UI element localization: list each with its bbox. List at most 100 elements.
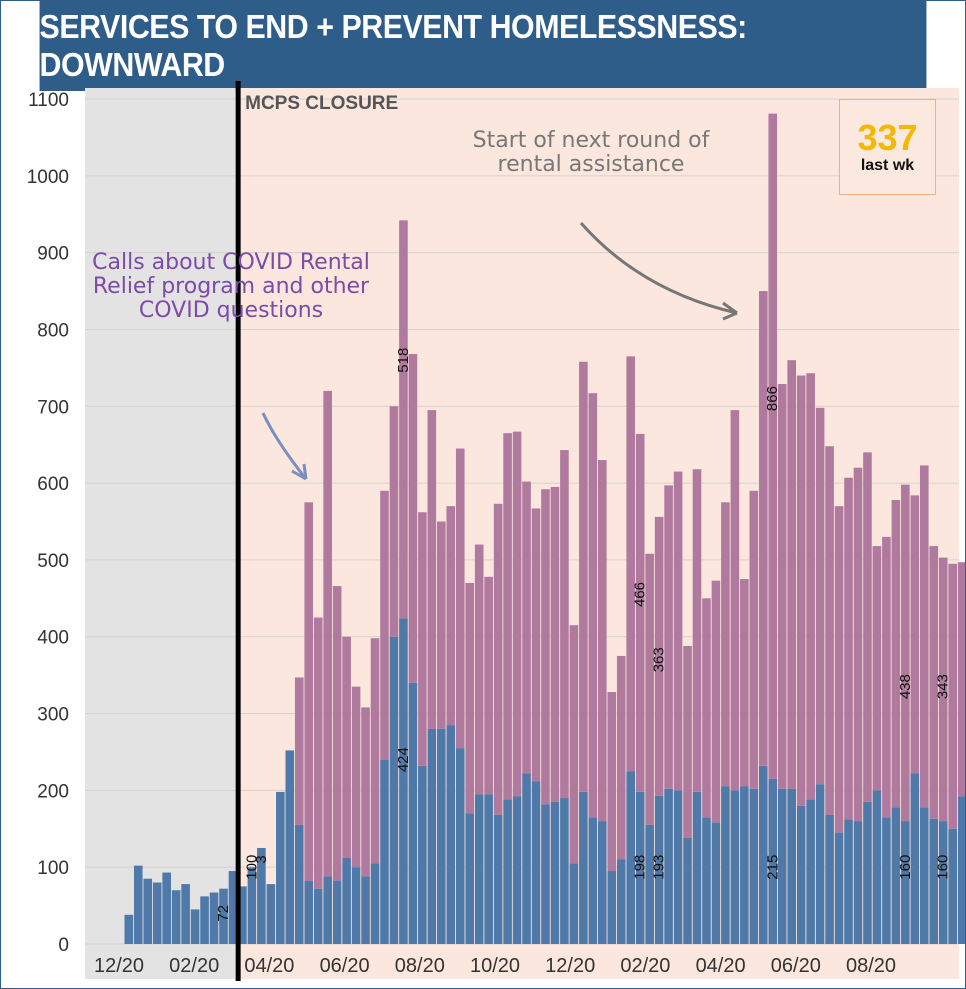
bar-bottom-series — [616, 859, 626, 944]
bar-top-series — [796, 375, 806, 806]
data-label-bottom: 137 — [963, 855, 965, 880]
bar-top-series — [938, 557, 948, 822]
bar-top-series — [569, 625, 579, 864]
bar-top-series — [910, 495, 920, 774]
data-label-top: 363 — [651, 647, 668, 672]
data-label-bottom: 72 — [215, 905, 232, 922]
bar-bottom-series — [219, 888, 228, 944]
data-label-bottom: 160 — [897, 855, 914, 880]
bar-bottom-series — [560, 798, 569, 944]
bar-bottom-series — [550, 801, 560, 944]
bar-bottom-series — [257, 847, 266, 944]
bar-top-series — [455, 448, 465, 749]
bar-top-series — [399, 220, 408, 619]
bar-top-series — [342, 636, 351, 858]
bar-top-series — [332, 586, 342, 882]
x-tick-label: 02/20 — [620, 955, 670, 977]
bar-bottom-series — [919, 807, 929, 944]
callout-value: 337 — [857, 117, 918, 158]
bar-bottom-series — [351, 867, 361, 944]
bar-bottom-series — [304, 881, 314, 944]
bar-top-series — [882, 536, 891, 818]
data-label-top: 438 — [897, 674, 914, 699]
data-label-top: 466 — [632, 582, 649, 607]
bar-top-series — [711, 580, 721, 823]
y-tick-label: 500 — [37, 551, 69, 572]
bar-bottom-series — [863, 801, 872, 944]
bar-top-series — [588, 393, 598, 818]
bar-bottom-series — [598, 821, 607, 944]
bar-bottom-series — [588, 817, 598, 944]
bar-bottom-series — [825, 814, 834, 944]
bar-bottom-series — [891, 807, 901, 944]
bar-bottom-series — [266, 884, 276, 944]
bar-top-series — [579, 361, 588, 792]
bar-bottom-series — [740, 786, 749, 944]
bar-bottom-series — [522, 773, 531, 944]
bar-top-series — [645, 553, 654, 825]
data-label-bottom: 100 — [243, 855, 260, 880]
chart-title: SERVICES TO END + PREVENT HOMELESSNESS: … — [39, 1, 927, 91]
bar-top-series — [304, 502, 314, 882]
bar-bottom-series — [901, 821, 910, 944]
data-label-bottom: 424 — [395, 747, 412, 772]
bar-bottom-series — [929, 818, 939, 944]
bar-top-series — [418, 512, 427, 766]
bar-bottom-series — [806, 799, 815, 944]
bar-top-series — [323, 390, 332, 877]
bar-bottom-series — [408, 682, 418, 944]
y-tick-label: 200 — [37, 781, 69, 802]
bar-bottom-series — [437, 728, 446, 944]
bar-top-series — [825, 446, 834, 815]
bar-top-series — [598, 460, 607, 822]
y-tick-label: 100 — [37, 858, 69, 879]
bar-top-series — [380, 490, 389, 760]
bar-bottom-series — [692, 791, 702, 944]
y-tick-label: 700 — [37, 397, 69, 418]
bar-bottom-series — [133, 865, 143, 944]
pre-closure-region — [85, 88, 236, 979]
data-label-bottom: 193 — [651, 855, 668, 880]
bar-bottom-series — [645, 824, 654, 944]
bar-top-series — [427, 410, 437, 729]
bar-top-series — [607, 692, 617, 872]
bar-bottom-series — [152, 882, 162, 944]
bar-top-series — [313, 617, 323, 889]
bar-bottom-series — [815, 784, 825, 944]
data-label-top: 866 — [764, 386, 781, 411]
bar-top-series — [853, 467, 863, 822]
data-label-bottom: 215 — [764, 855, 781, 880]
bar-top-series — [683, 645, 692, 838]
bar-top-series — [834, 506, 844, 833]
data-label-top: 200 — [963, 761, 965, 786]
bar-top-series — [730, 410, 740, 791]
bar-top-series — [891, 499, 901, 808]
bar-bottom-series — [910, 773, 920, 944]
bar-bottom-series — [787, 788, 796, 944]
bar-top-series — [806, 373, 815, 800]
rental-arrowhead — [722, 301, 738, 321]
bar-top-series — [465, 582, 475, 814]
bar-bottom-series — [389, 636, 399, 944]
bar-bottom-series — [370, 863, 380, 944]
bar-top-series — [294, 677, 304, 825]
y-tick-label: 400 — [37, 628, 69, 649]
x-tick-label: 10/20 — [470, 955, 520, 977]
bar-bottom-series — [399, 618, 408, 944]
bar-top-series — [474, 544, 484, 795]
bar-top-series — [815, 407, 825, 785]
bar-top-series — [702, 598, 711, 818]
x-tick-label: 12/20 — [94, 955, 144, 977]
bar-bottom-series — [493, 814, 503, 944]
bar-bottom-series — [181, 884, 190, 944]
bar-top-series — [370, 638, 380, 864]
bar-bottom-series — [228, 871, 238, 944]
bar-bottom-series — [626, 771, 636, 944]
bar-top-series — [351, 686, 361, 868]
bar-top-series — [777, 383, 787, 789]
data-label-bottom: 198 — [632, 855, 649, 880]
data-label-top: 518 — [395, 348, 412, 373]
bar-bottom-series — [948, 828, 957, 944]
